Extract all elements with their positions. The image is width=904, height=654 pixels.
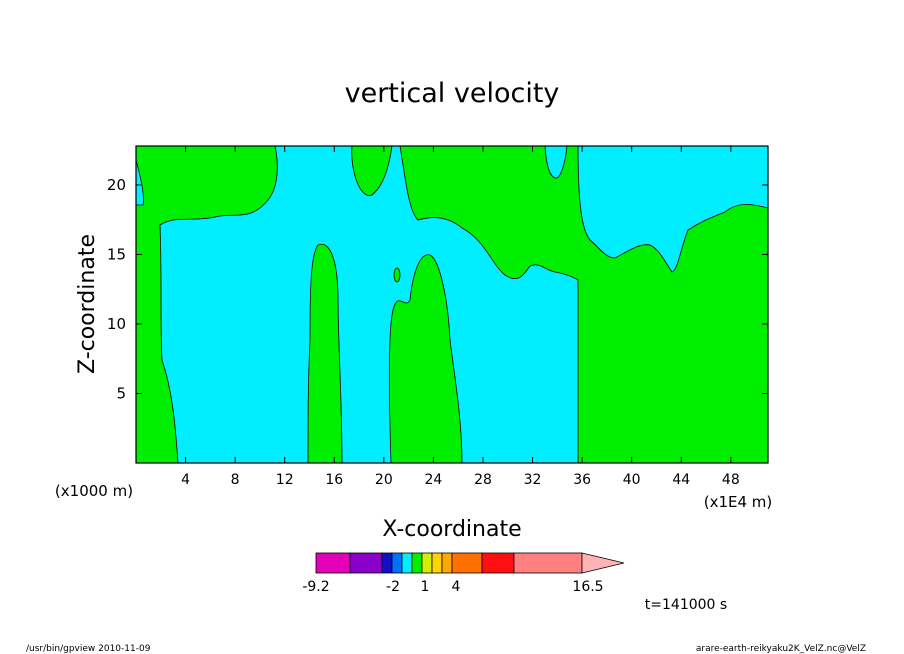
y-unit-label: (x1000 m) [55, 482, 133, 500]
colorbar-swatch [421, 552, 433, 574]
colorbar-swatch [411, 552, 423, 574]
colorbar-tick-label: 4 [452, 579, 461, 595]
colorbar-swatch [349, 552, 383, 574]
y-axis-title: Z-coordinate [75, 234, 100, 374]
x-axis-ticks: 4 8 12 16 20 24 28 32 36 40 44 48 [181, 146, 740, 488]
y-tick-label: 15 [107, 245, 126, 263]
region-green-blob [393, 267, 401, 283]
x-tick-label: 24 [424, 472, 442, 488]
footer-right: arare-earth-reikyaku2K_VelZ.nc@VelZ [696, 644, 866, 654]
colorbar-arrow [581, 552, 625, 574]
x-tick-label: 4 [181, 472, 190, 488]
region-cyan-left [159, 146, 579, 463]
colorbar-tick-label: -2 [386, 579, 400, 595]
x-axis-title: X-coordinate [382, 517, 521, 542]
x-tick-label: 16 [325, 472, 343, 488]
colorbar-swatch [401, 552, 413, 574]
time-label: t=141000 s [645, 597, 727, 613]
x-tick-label: 44 [672, 472, 690, 488]
colorbar-swatch [513, 552, 583, 574]
x-tick-label: 32 [524, 472, 542, 488]
colorbar-swatch [391, 552, 403, 574]
region-cyan-upper-right [577, 146, 768, 273]
y-tick-label: 20 [107, 176, 126, 194]
x-unit-label: (x1E4 m) [704, 493, 773, 511]
colorbar-swatch [451, 552, 483, 574]
x-tick-label: 20 [375, 472, 393, 488]
region-cyan-left-edge [136, 159, 144, 206]
colorbar-swatch [441, 552, 453, 574]
colorbar-labels: -9.2 -2 1 4 16.5 [302, 579, 603, 595]
colorbar-swatch [381, 552, 393, 574]
plot-frame [135, 145, 769, 464]
x-tick-label: 36 [573, 472, 591, 488]
colorbar [315, 552, 625, 574]
x-tick-label: 48 [722, 472, 740, 488]
colorbar-swatch [315, 552, 351, 574]
y-tick-label: 10 [107, 315, 126, 333]
x-tick-label: 28 [474, 472, 492, 488]
y-axis-ticks: 5 10 15 20 [107, 176, 768, 402]
colorbar-tick-label: -9.2 [302, 579, 329, 595]
chart-title: vertical velocity [345, 78, 560, 109]
plot-area [135, 145, 769, 464]
colorbar-swatch [431, 552, 443, 574]
region-cyan-top-notch [544, 146, 568, 179]
x-tick-label: 8 [231, 472, 240, 488]
colorbar-tick-label: 16.5 [572, 579, 603, 595]
y-tick-label: 5 [116, 384, 126, 402]
colorbar-tick-label: 1 [421, 579, 430, 595]
footer-left: /usr/bin/gpview 2010-11-09 [26, 644, 151, 654]
x-tick-label: 12 [276, 472, 294, 488]
x-tick-label: 40 [623, 472, 641, 488]
colorbar-swatch [481, 552, 515, 574]
